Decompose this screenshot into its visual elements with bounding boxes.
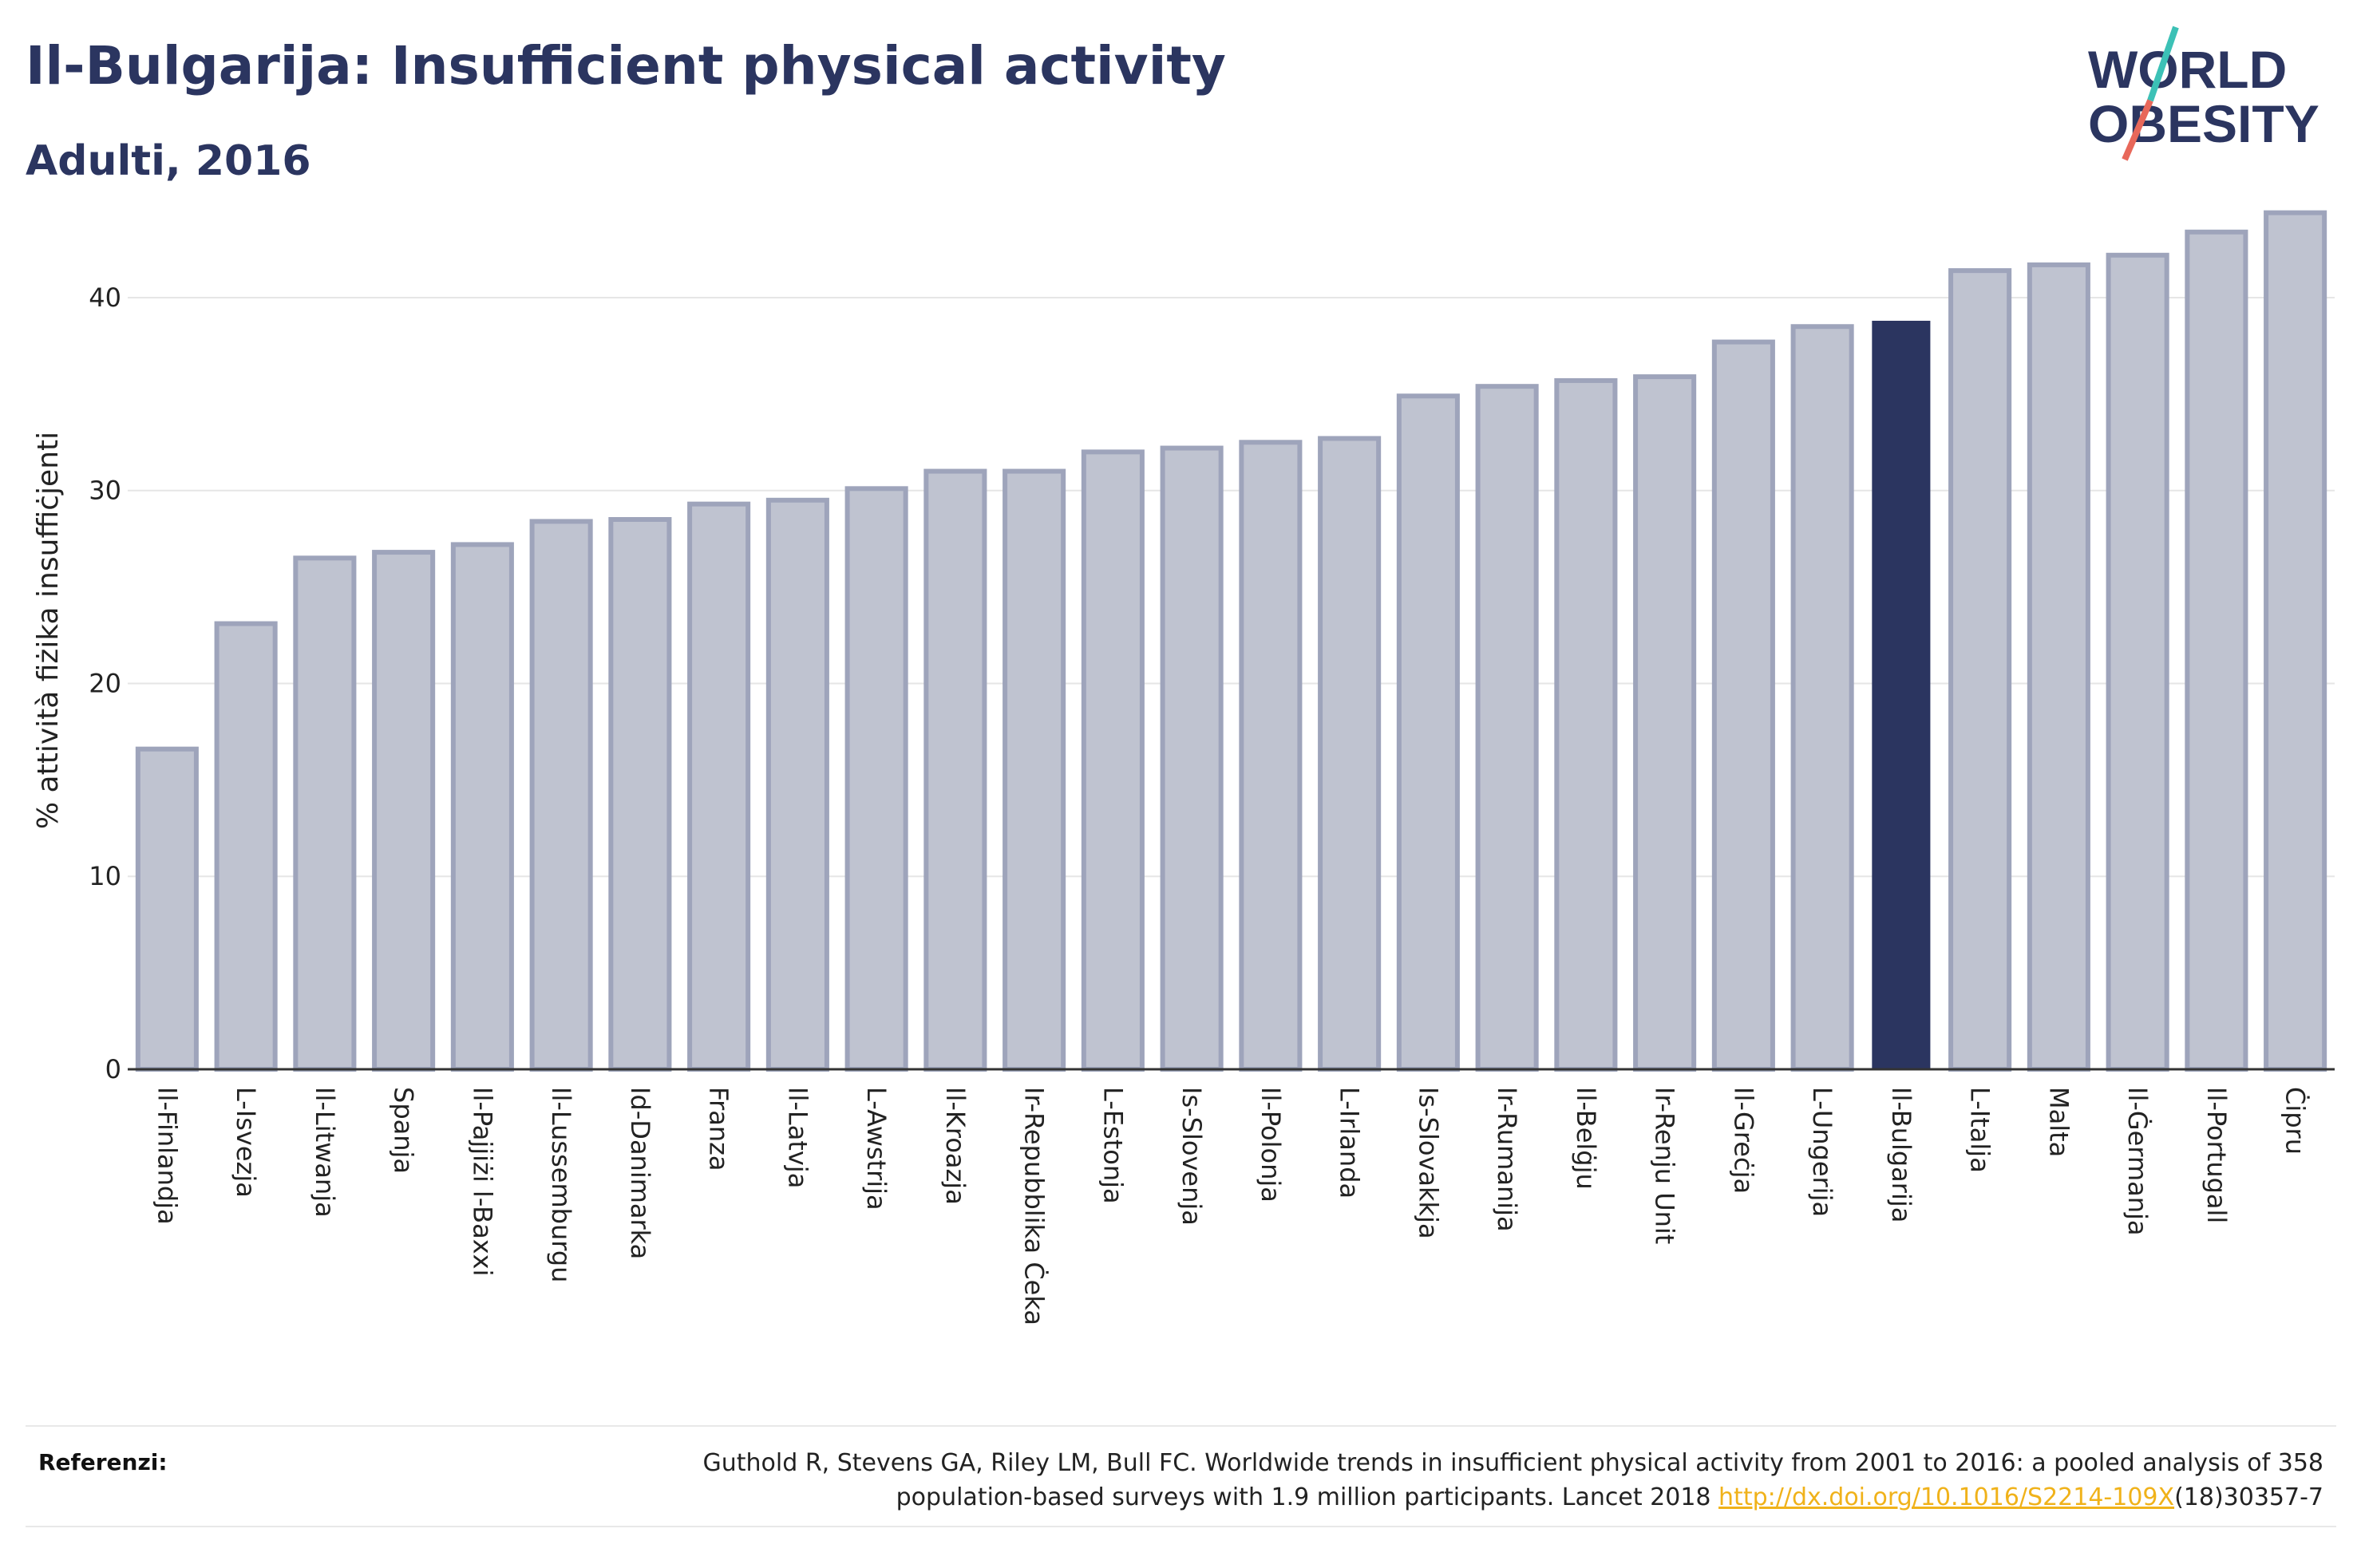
reference-line-2-prefix: population-based surveys with 1.9 millio… bbox=[896, 1483, 1719, 1511]
bar bbox=[2185, 229, 2248, 1072]
y-axis-label: % attività fiżika insuffiċjenti bbox=[32, 432, 65, 829]
x-tick-label: L-Estonja bbox=[1097, 1087, 1128, 1204]
bar bbox=[1160, 445, 1224, 1072]
bar bbox=[608, 516, 672, 1072]
world-obesity-logo: WORLD OBESITY bbox=[2088, 26, 2319, 161]
bar bbox=[135, 746, 199, 1072]
x-tick-label: L-Italja bbox=[1965, 1087, 1995, 1173]
bar bbox=[1318, 436, 1382, 1072]
bar bbox=[844, 486, 908, 1072]
x-tick-label: Ċipru bbox=[2280, 1087, 2311, 1155]
bar bbox=[1948, 268, 2012, 1072]
bar-chart: 0 10 20 30 40 % attività fiżika insuffiċjenti… bbox=[32, 210, 2335, 1325]
bar bbox=[2027, 262, 2090, 1072]
references-top-divider bbox=[26, 1425, 2336, 1427]
x-tick-label: L-Awstrija bbox=[861, 1087, 892, 1211]
bar bbox=[1554, 377, 1618, 1072]
x-tick-label: L-Isvezja bbox=[231, 1087, 261, 1198]
x-tick-label: L-Ungerija bbox=[1807, 1087, 1837, 1217]
bar bbox=[1790, 324, 1854, 1072]
x-tick-label: Il-Kroazja bbox=[940, 1087, 971, 1205]
reference-doi-link[interactable]: http://dx.doi.org/10.1016/S2214-109X bbox=[1718, 1483, 2175, 1511]
x-tick-label: Franza bbox=[704, 1087, 734, 1171]
bar bbox=[293, 555, 357, 1072]
x-tick-label: Ir-Renju Unit bbox=[1650, 1087, 1680, 1244]
x-tick-label: Ir-Rumanija bbox=[1492, 1087, 1522, 1232]
x-tick-label: Il-Litwanja bbox=[310, 1087, 340, 1218]
y-tick-label: 10 bbox=[89, 861, 121, 891]
bar bbox=[1396, 393, 1460, 1072]
bar bbox=[765, 497, 829, 1072]
bar bbox=[372, 550, 436, 1072]
bar bbox=[214, 621, 278, 1072]
bar bbox=[687, 501, 751, 1072]
references-text: Guthold R, Stevens GA, Riley LM, Bull FC… bbox=[488, 1446, 2323, 1515]
logo-text-world: WORLD bbox=[2088, 40, 2287, 99]
reference-line-2-suffix: (18)30357-7 bbox=[2174, 1483, 2323, 1511]
bar bbox=[1633, 374, 1697, 1072]
x-tick-label: Il-Polonja bbox=[1256, 1087, 1286, 1203]
x-tick-label: Il-Finlandja bbox=[152, 1087, 182, 1225]
x-tick-label: Il-Portugall bbox=[2201, 1087, 2232, 1223]
x-tick-label: Il-Pajjiżi l-Baxxi bbox=[467, 1087, 497, 1277]
y-tick-label: 40 bbox=[89, 282, 121, 313]
x-tick-label: L-Irlanda bbox=[1335, 1087, 1365, 1199]
y-tick-label: 20 bbox=[89, 668, 121, 698]
bar bbox=[1239, 440, 1303, 1072]
chart-subtitle: Adulti, 2016 bbox=[26, 137, 311, 185]
x-tick-label: Id-Danimarka bbox=[625, 1087, 655, 1259]
reference-line-1: Guthold R, Stevens GA, Riley LM, Bull FC… bbox=[702, 1449, 2323, 1477]
x-tick-label: Is-Slovakkja bbox=[1413, 1087, 1443, 1239]
x-tick-label: Malta bbox=[2043, 1087, 2074, 1157]
bar bbox=[450, 542, 514, 1072]
bar bbox=[923, 468, 987, 1072]
x-tick-label: Il-Ġermanja bbox=[2122, 1087, 2153, 1236]
logo-slash-red bbox=[2122, 99, 2153, 161]
chart-title: Il-Bulgarija: Insufficient physical acti… bbox=[26, 35, 1226, 97]
logo-slash-teal bbox=[2147, 26, 2179, 102]
bar bbox=[529, 519, 593, 1072]
references-bottom-divider bbox=[26, 1526, 2336, 1527]
x-tick-label: Is-Slovenja bbox=[1177, 1087, 1207, 1226]
x-tick-label: Spanja bbox=[389, 1087, 419, 1174]
bar bbox=[1711, 339, 1775, 1072]
x-tick-label: Il-Bulgarija bbox=[1886, 1087, 1916, 1222]
x-tick-label: Il-Belġju bbox=[1571, 1087, 1601, 1190]
bar bbox=[2106, 252, 2169, 1072]
y-tick-label: 0 bbox=[105, 1054, 121, 1084]
references-label: Referenzi: bbox=[38, 1449, 168, 1475]
x-tick-label: Il-Lussemburgu bbox=[546, 1087, 576, 1282]
logo-text-obesity: OBESITY bbox=[2088, 94, 2319, 153]
y-tick-label: 30 bbox=[89, 476, 121, 506]
bar bbox=[1003, 468, 1066, 1072]
bar-highlighted bbox=[1872, 320, 1931, 1069]
bar bbox=[2264, 210, 2327, 1072]
x-tick-label: Il-Greċja bbox=[1728, 1087, 1758, 1194]
x-tick-label: Il-Latvja bbox=[782, 1087, 813, 1188]
x-tick-label: Ir-Repubblika Ċeka bbox=[1019, 1087, 1050, 1325]
bar bbox=[1081, 449, 1145, 1072]
bar bbox=[1475, 384, 1539, 1072]
